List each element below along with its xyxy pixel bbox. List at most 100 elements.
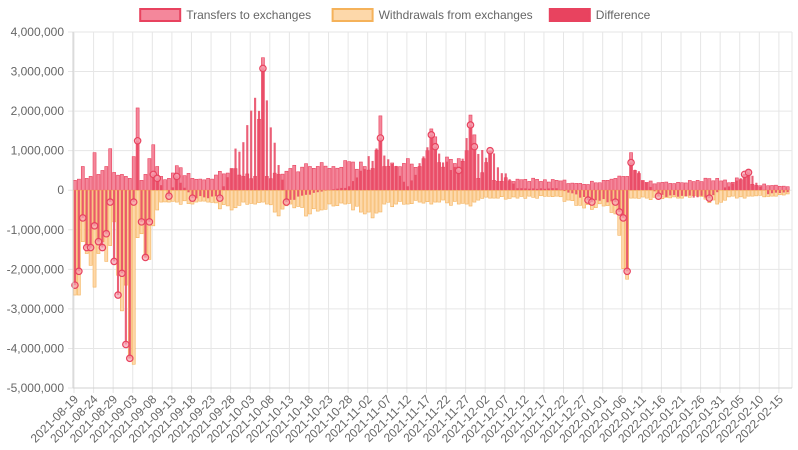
transfer-bar[interactable] bbox=[691, 181, 696, 191]
difference-bar[interactable] bbox=[692, 190, 695, 198]
difference-bar[interactable] bbox=[473, 146, 476, 191]
withdrawal-bar[interactable] bbox=[742, 189, 747, 199]
difference-bar[interactable] bbox=[442, 162, 445, 191]
withdrawal-bar[interactable] bbox=[484, 189, 488, 198]
withdrawal-bar[interactable] bbox=[499, 189, 504, 198]
difference-point[interactable] bbox=[86, 243, 95, 252]
withdrawal-bar[interactable] bbox=[750, 189, 755, 197]
difference-bar[interactable] bbox=[140, 190, 143, 222]
withdrawal-bar[interactable] bbox=[531, 189, 535, 198]
difference-bar[interactable] bbox=[516, 188, 519, 191]
difference-point[interactable] bbox=[78, 214, 87, 222]
transfer-bar[interactable] bbox=[84, 178, 89, 191]
transfer-bar[interactable] bbox=[672, 183, 676, 191]
withdrawal-bar[interactable] bbox=[492, 189, 496, 199]
withdrawal-bar[interactable] bbox=[629, 189, 633, 199]
withdrawal-bar[interactable] bbox=[253, 189, 257, 205]
difference-bar[interactable] bbox=[395, 165, 398, 191]
difference-bar[interactable] bbox=[575, 190, 578, 195]
difference-bar[interactable] bbox=[461, 158, 464, 191]
difference-bar[interactable] bbox=[418, 163, 421, 191]
difference-bar[interactable] bbox=[767, 190, 770, 195]
transfer-bar[interactable] bbox=[621, 176, 626, 191]
difference-bar[interactable] bbox=[532, 188, 535, 191]
difference-bar[interactable] bbox=[563, 190, 566, 192]
withdrawal-bar[interactable] bbox=[441, 189, 445, 201]
difference-bar[interactable] bbox=[398, 175, 402, 191]
transfer-bar[interactable] bbox=[562, 179, 567, 191]
difference-bar[interactable] bbox=[481, 150, 484, 191]
difference-bar[interactable] bbox=[629, 162, 633, 191]
withdrawal-bar[interactable] bbox=[151, 189, 156, 227]
transfer-bar[interactable] bbox=[578, 183, 582, 191]
difference-bar[interactable] bbox=[774, 190, 778, 193]
difference-bar[interactable] bbox=[684, 190, 687, 197]
transfer-bar[interactable] bbox=[112, 172, 116, 191]
transfer-bar[interactable] bbox=[108, 148, 113, 191]
difference-bar[interactable] bbox=[669, 190, 672, 196]
transfer-bar[interactable] bbox=[684, 182, 688, 191]
difference-bar[interactable] bbox=[109, 190, 112, 203]
transfer-bar[interactable] bbox=[695, 180, 700, 191]
difference-bar[interactable] bbox=[332, 189, 335, 191]
difference-bar[interactable] bbox=[524, 188, 527, 191]
legend-item[interactable]: Transfers to exchanges bbox=[139, 8, 311, 22]
difference-bar[interactable] bbox=[230, 168, 233, 191]
difference-bar[interactable] bbox=[297, 190, 300, 197]
difference-bar[interactable] bbox=[128, 190, 131, 359]
withdrawal-bar[interactable] bbox=[257, 189, 261, 203]
difference-bar[interactable] bbox=[704, 190, 707, 198]
difference-point[interactable] bbox=[106, 198, 115, 206]
withdrawal-bar[interactable] bbox=[359, 189, 363, 213]
difference-bar[interactable] bbox=[712, 190, 715, 196]
difference-bar[interactable] bbox=[304, 190, 308, 195]
withdrawal-bar[interactable] bbox=[539, 189, 543, 197]
difference-bar[interactable] bbox=[543, 188, 546, 191]
difference-point[interactable] bbox=[133, 136, 142, 145]
transfer-bar[interactable] bbox=[652, 183, 657, 191]
withdrawal-bar[interactable] bbox=[425, 189, 430, 202]
withdrawal-bar[interactable] bbox=[386, 189, 391, 203]
difference-bar[interactable] bbox=[191, 190, 194, 199]
withdrawal-bar[interactable] bbox=[174, 189, 179, 203]
difference-bar[interactable] bbox=[89, 190, 92, 248]
difference-bar[interactable] bbox=[673, 190, 676, 196]
transfer-bar[interactable] bbox=[609, 178, 614, 191]
difference-point[interactable] bbox=[744, 168, 753, 177]
withdrawal-bar[interactable] bbox=[233, 189, 238, 209]
difference-bar[interactable] bbox=[645, 182, 648, 191]
transfer-bar[interactable] bbox=[88, 176, 93, 191]
transfer-bar[interactable] bbox=[339, 166, 344, 191]
difference-bar[interactable] bbox=[606, 190, 609, 203]
withdrawal-bar[interactable] bbox=[315, 189, 320, 212]
difference-bar[interactable] bbox=[602, 190, 605, 200]
withdrawal-bar[interactable] bbox=[378, 189, 383, 213]
withdrawal-bar[interactable] bbox=[503, 189, 508, 200]
withdrawal-bar[interactable] bbox=[272, 189, 277, 213]
withdrawal-bar[interactable] bbox=[762, 189, 767, 198]
difference-bar[interactable] bbox=[571, 190, 574, 194]
withdrawal-bar[interactable] bbox=[758, 189, 763, 196]
transfer-bar[interactable] bbox=[124, 176, 128, 191]
withdrawal-bar[interactable] bbox=[265, 189, 269, 205]
withdrawal-bar[interactable] bbox=[546, 189, 551, 197]
withdrawal-bar[interactable] bbox=[374, 189, 379, 214]
difference-bar[interactable] bbox=[555, 188, 558, 191]
transfer-bar[interactable] bbox=[104, 166, 109, 191]
difference-bar[interactable] bbox=[520, 188, 523, 191]
transfer-bar[interactable] bbox=[781, 185, 786, 191]
transfer-bar[interactable] bbox=[198, 178, 203, 191]
difference-bar[interactable] bbox=[116, 190, 120, 296]
transfer-bar[interactable] bbox=[304, 163, 308, 191]
withdrawal-bar[interactable] bbox=[715, 189, 720, 205]
difference-bar[interactable] bbox=[293, 190, 296, 200]
difference-bar[interactable] bbox=[85, 190, 88, 248]
withdrawal-bar[interactable] bbox=[496, 189, 500, 199]
difference-bar[interactable] bbox=[344, 187, 347, 191]
transfer-bar[interactable] bbox=[625, 176, 629, 191]
withdrawal-bar[interactable] bbox=[261, 189, 265, 203]
difference-bar[interactable] bbox=[124, 190, 127, 345]
difference-bar[interactable] bbox=[214, 190, 218, 197]
withdrawal-bar[interactable] bbox=[343, 189, 347, 205]
difference-bar[interactable] bbox=[410, 180, 413, 191]
